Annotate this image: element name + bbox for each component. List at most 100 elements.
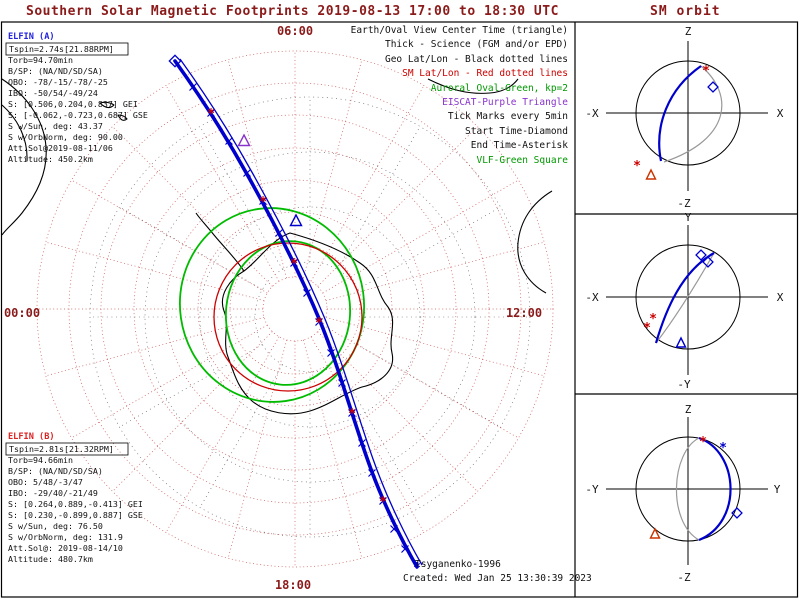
panel-diamond bbox=[707, 81, 719, 93]
elfin-a-line: S: [0.506,0.204,0.837] GEI bbox=[8, 99, 138, 109]
plot-canvas: * * * * * * * 06:00 12:00 18:00 00:00 Ea… bbox=[0, 21, 799, 598]
legend: Earth/Oval View Center Time (triangle) T… bbox=[351, 25, 569, 166]
legend-line: Earth/Oval View Center Time (triangle) bbox=[351, 25, 568, 36]
axis-label: Y bbox=[774, 483, 781, 496]
sm-latitude-circle bbox=[213, 242, 363, 392]
coastlines bbox=[1, 78, 553, 415]
orbit-panel-xy: * * Y -Y X -X bbox=[585, 211, 783, 391]
elfin-b-box bbox=[5, 442, 129, 456]
elfin-a-line: Altitude: 450.2km bbox=[8, 154, 93, 164]
title-bar: Southern Solar Magnetic Footprints 2019-… bbox=[0, 2, 800, 22]
panel-asterisk: * bbox=[699, 435, 707, 450]
orbit-panel-xz: * * Z -Z X -X bbox=[585, 25, 783, 210]
axis-label: -Z bbox=[677, 571, 691, 584]
geo-grid bbox=[89, 96, 531, 538]
clock-label-right: 12:00 bbox=[506, 306, 542, 320]
eiscat-triangle bbox=[237, 133, 251, 147]
elfin-b-label: ELFIN (B) bbox=[8, 432, 55, 442]
elfin-b-track bbox=[179, 58, 423, 566]
track-asterisk: * bbox=[207, 107, 215, 122]
legend-line: Tick Marks every 5min bbox=[448, 111, 568, 122]
axis-label: -X bbox=[585, 107, 599, 120]
elfin-a-line: B/SP: (NA/ND/SD/SA) bbox=[8, 66, 103, 76]
elfin-a-line: S w/OrbNorm, deg: 90.00 bbox=[8, 132, 123, 142]
elfin-a-line: Att.Sol@2019-08-11/06 bbox=[8, 143, 113, 153]
clock-label-top: 06:00 bbox=[277, 24, 313, 38]
australia-coast bbox=[427, 78, 519, 94]
elfin-a-box bbox=[5, 42, 129, 56]
orbit-panel-title: SM orbit bbox=[650, 4, 721, 19]
panel-asterisk: * bbox=[643, 321, 651, 336]
auroral-oval-inner bbox=[224, 240, 352, 386]
track-asterisk: * bbox=[379, 495, 387, 510]
island-1 bbox=[99, 101, 115, 109]
elfin-a-line: Torb=94.70min bbox=[8, 55, 73, 65]
right-coast bbox=[517, 190, 553, 294]
view-center-time-triangle bbox=[289, 213, 303, 227]
antarctic-peninsula bbox=[195, 212, 245, 272]
panel-triangle bbox=[645, 168, 657, 180]
legend-line: Geo Lat/Lon - Black dotted lines bbox=[385, 54, 568, 65]
axis-label: -X bbox=[585, 291, 599, 304]
elfin-b-line: Torb=94.66min bbox=[8, 455, 73, 465]
south-america-coast bbox=[1, 78, 47, 236]
legend-line: VLF-Green Square bbox=[476, 155, 568, 166]
elfin-a-line: S w/Sun, deg: 43.37 bbox=[8, 121, 103, 131]
panel-diamond bbox=[702, 256, 714, 268]
axis-label: -Y bbox=[677, 378, 691, 391]
antarctica-outline bbox=[222, 232, 394, 415]
elfin-a-track bbox=[173, 59, 419, 569]
legend-line: EISCAT-Purple Triangle bbox=[442, 97, 568, 108]
track-asterisk: * bbox=[290, 257, 298, 272]
elfin-a-label: ELFIN (A) bbox=[8, 32, 55, 42]
model-label: Tsyganenko-1996 bbox=[415, 559, 501, 570]
axis-label: -Z bbox=[677, 197, 691, 210]
elfin-b-line: OBO: 5/48/-3/47 bbox=[8, 477, 83, 487]
axis-label: -Y bbox=[585, 483, 599, 496]
panel-asterisk: * bbox=[633, 159, 641, 174]
axis-label: Z bbox=[685, 403, 692, 416]
elfin-b-line: Tspin=2.81s[21.32RPM] bbox=[9, 444, 114, 454]
sm-grid bbox=[36, 50, 554, 568]
axis-label: Z bbox=[685, 25, 692, 38]
elfin-a-line: Tspin=2.74s[21.88RPM] bbox=[9, 44, 114, 54]
elfin-a-info: ELFIN (A) Tspin=2.74s[21.88RPM] Torb=94.… bbox=[5, 32, 148, 164]
elfin-b-line: S: [0.264,0.889,-0.413] GEI bbox=[8, 499, 143, 509]
elfin-b-line: S: [0.230,-0.899,0.887] GSE bbox=[8, 510, 143, 520]
axis-label: Y bbox=[685, 211, 692, 224]
footprint-track: * * * * * * * bbox=[168, 54, 423, 576]
panel-asterisk: * bbox=[702, 64, 710, 79]
outer-frame bbox=[0, 21, 799, 598]
auroral-oval-outer bbox=[179, 207, 365, 403]
panel-asterisk: * bbox=[719, 441, 727, 456]
panel-diamond bbox=[695, 249, 707, 261]
track-asterisk: * bbox=[348, 407, 356, 422]
elfin-a-line: IBO: -50/54/-49/24 bbox=[8, 88, 98, 98]
start-time-diamond bbox=[168, 54, 182, 68]
orbit-panel-yz: * * Z -Z Y -Y bbox=[585, 403, 780, 584]
legend-line: SM Lat/Lon - Red dotted lines bbox=[402, 68, 568, 79]
end-time-asterisk: * bbox=[413, 561, 421, 576]
legend-line: Auroral Oval-Green, kp=2 bbox=[431, 83, 568, 94]
panel-diamond bbox=[731, 507, 743, 519]
created-label: Created: Wed Jan 25 13:30:39 2023 bbox=[403, 573, 592, 584]
axis-label: X bbox=[777, 291, 784, 304]
legend-line: Start Time-Diamond bbox=[465, 126, 568, 137]
panel-triangle bbox=[649, 527, 661, 539]
elfin-b-line: S w/Sun, deg: 76.50 bbox=[8, 521, 103, 531]
axis-label: X bbox=[777, 107, 784, 120]
elfin-b-line: Altitude: 480.7km bbox=[8, 554, 93, 564]
track-asterisk: * bbox=[259, 195, 267, 210]
track-asterisk: * bbox=[315, 316, 323, 331]
south-america-inner bbox=[1, 104, 28, 162]
auroral-oval bbox=[179, 207, 365, 403]
elfin-b-line: Att.Sol@: 2019-08-14/10 bbox=[8, 543, 123, 553]
elfin-b-info: ELFIN (B) Tspin=2.81s[21.32RPM] Torb=94.… bbox=[5, 432, 143, 564]
panel-triangle bbox=[675, 336, 687, 348]
elfin-b-line: IBO: -29/40/-21/49 bbox=[8, 488, 98, 498]
island-2 bbox=[117, 114, 128, 121]
page-title: Southern Solar Magnetic Footprints 2019-… bbox=[26, 4, 559, 19]
elfin-a-line: OBO: -78/-15/-78/-25 bbox=[8, 77, 108, 87]
legend-line: Thick - Science (FGM and/or EPD) bbox=[385, 39, 568, 50]
